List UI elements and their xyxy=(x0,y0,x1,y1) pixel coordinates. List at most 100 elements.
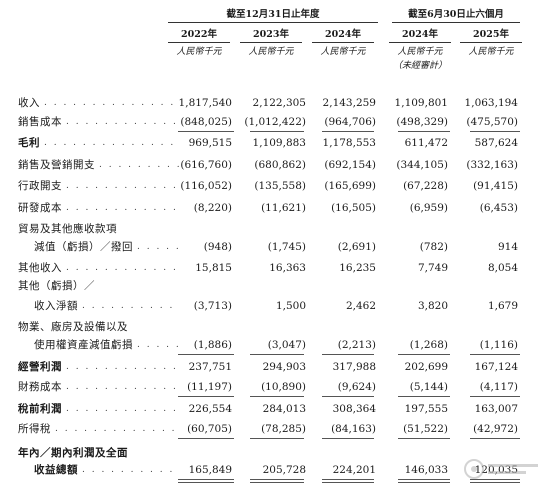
header-year-2024: 2024年 xyxy=(312,28,374,43)
unaudited-note: （未經審計） xyxy=(392,61,447,71)
leader-dots: . . . . . . . . . . . . . . . . . . . . … xyxy=(55,424,180,434)
cell-value: (116,052) xyxy=(180,180,232,192)
cell-value: (475,570) xyxy=(466,116,518,128)
cell-value: (60,705) xyxy=(187,423,232,435)
cell-value: (67,228) xyxy=(403,180,448,192)
cell-value: (135,558) xyxy=(254,180,306,192)
cell-value: (1,268) xyxy=(409,339,448,351)
table-row: 年內／期內利潤及全面 xyxy=(0,446,550,461)
cell-value: (42,972) xyxy=(473,423,518,435)
cell-value: 163,007 xyxy=(474,403,518,415)
sum-rule xyxy=(178,354,234,355)
sum-rule xyxy=(250,396,304,397)
row-label: 銷售及營銷開支 xyxy=(18,159,95,171)
cell-value: 146,033 xyxy=(404,464,448,476)
sum-rule xyxy=(178,131,234,132)
cell-value: (948) xyxy=(203,241,232,253)
cell-value: 1,063,194 xyxy=(464,97,518,109)
leader-dots: . . . . . . . . . . . . . . . . . . . . … xyxy=(66,263,180,273)
total-double-rule xyxy=(470,479,520,480)
watermark-logo-icon xyxy=(464,459,538,479)
table-row: 所得稅 . . . . . . . . . . . . . . . . . . .… xyxy=(0,422,550,437)
table-row: 收入 . . . . . . . . . . . . . . . . . . . … xyxy=(0,96,550,111)
row-label: 收入 xyxy=(18,97,40,109)
cell-value: (9,624) xyxy=(337,381,376,393)
unit-label-2025-interim: 人民幣千元 xyxy=(468,47,514,57)
sum-rule xyxy=(398,396,450,397)
leader-dots: . . . . . . . . . . . . . . . . . . . . … xyxy=(66,117,180,127)
cell-value: (3,047) xyxy=(267,339,306,351)
table-row: 毛利 . . . . . . . . . . . . . . . . . . . … xyxy=(0,136,550,151)
leader-dots: . . . . . . . . . . . . . . . . . . . . … xyxy=(82,465,180,475)
unit-label-2022: 人民幣千元 xyxy=(176,47,222,57)
leader-dots: . . . . . . . . . . . . . . . . . . . . … xyxy=(82,301,180,311)
leader-dots: . . . . . . . . . . . . . . . . . . . . … xyxy=(44,138,180,148)
cell-value: 914 xyxy=(497,241,518,253)
row-label: 銷售成本 xyxy=(18,116,62,128)
table-row: 貿易及其他應收款項 xyxy=(0,222,550,237)
row-label: 使用權資產減值虧損 xyxy=(34,339,133,351)
leader-dots: . . . . . . . . . . . . . . . . . . . . … xyxy=(99,160,180,170)
cell-value: 317,988 xyxy=(332,361,376,373)
cell-value: (11,621) xyxy=(261,202,306,214)
cell-value: (78,285) xyxy=(261,423,306,435)
table-row: 稅前利潤 . . . . . . . . . . . . . . . . . . … xyxy=(0,402,550,417)
cell-value: (2,213) xyxy=(337,339,376,351)
cell-value: (84,163) xyxy=(331,423,376,435)
leader-dots: . . . . . . . . . . . . . . . . . . . . … xyxy=(66,404,180,414)
sum-rule xyxy=(398,131,450,132)
row-label: 毛利 xyxy=(18,137,40,149)
cell-value: 16,235 xyxy=(339,262,376,274)
cell-value: 1,679 xyxy=(487,300,518,312)
sum-rule xyxy=(470,354,520,355)
cell-value: 587,624 xyxy=(474,137,518,149)
cell-value: (964,706) xyxy=(324,116,376,128)
total-double-rule xyxy=(250,479,304,480)
cell-value: 611,472 xyxy=(404,137,448,149)
cell-value: (10,890) xyxy=(261,381,306,393)
row-label: 研發成本 xyxy=(18,202,62,214)
sum-rule xyxy=(178,396,234,397)
leader-dots: . . . . . . . . . . . . . . . . . . . . … xyxy=(137,340,180,350)
row-label: 其他收入 xyxy=(18,262,62,274)
sum-rule xyxy=(178,438,234,439)
cell-value: (1,012,422) xyxy=(244,116,306,128)
cell-value: 224,201 xyxy=(332,464,376,476)
sum-rule xyxy=(398,354,450,355)
cell-value: (3,713) xyxy=(193,300,232,312)
cell-value: (848,025) xyxy=(180,116,232,128)
total-double-rule xyxy=(178,479,234,480)
cell-value: 15,815 xyxy=(195,262,232,274)
cell-value: (2,691) xyxy=(337,241,376,253)
table-row: 行政開支 . . . . . . . . . . . . . . . . . . … xyxy=(0,179,550,194)
cell-value: (5,144) xyxy=(409,381,448,393)
cell-value: 308,364 xyxy=(332,403,376,415)
table-row: 減值（虧損）／撥回 . . . . . . . . . . . . . . . .… xyxy=(0,240,550,255)
table-row: 銷售成本 . . . . . . . . . . . . . . . . . . … xyxy=(0,115,550,130)
cell-value: (498,329) xyxy=(396,116,448,128)
header-group-six-months: 截至6月30日止六個月 xyxy=(392,8,520,23)
cell-value: (616,760) xyxy=(180,159,232,171)
cell-value: (6,453) xyxy=(479,202,518,214)
total-double-rule xyxy=(178,482,234,483)
cell-value: 3,820 xyxy=(417,300,448,312)
sum-rule xyxy=(470,396,520,397)
cell-value: (91,415) xyxy=(473,180,518,192)
cell-value: 1,109,883 xyxy=(252,137,306,149)
cell-value: (8,220) xyxy=(193,202,232,214)
leader-dots: . . . . . . . . . . . . . . . . . . . . … xyxy=(44,98,180,108)
cell-value: (1,116) xyxy=(479,339,518,351)
sum-rule xyxy=(322,396,374,397)
row-label: 物業、廠房及設備以及 xyxy=(18,321,128,333)
row-label: 經營利潤 xyxy=(18,361,62,373)
cell-value: 2,122,305 xyxy=(252,97,306,109)
cell-value: (680,862) xyxy=(254,159,306,171)
table-row: 銷售及營銷開支 . . . . . . . . . . . . . . . . .… xyxy=(0,158,550,173)
cell-value: (332,163) xyxy=(466,159,518,171)
row-label: 貿易及其他應收款項 xyxy=(18,223,117,235)
leader-dots: . . . . . . . . . . . . . . . . . . . . … xyxy=(66,181,180,191)
table-row: 經營利潤 . . . . . . . . . . . . . . . . . . … xyxy=(0,360,550,375)
total-double-rule xyxy=(398,479,450,480)
total-double-rule xyxy=(250,482,304,483)
row-label: 收益總額 xyxy=(34,464,78,476)
